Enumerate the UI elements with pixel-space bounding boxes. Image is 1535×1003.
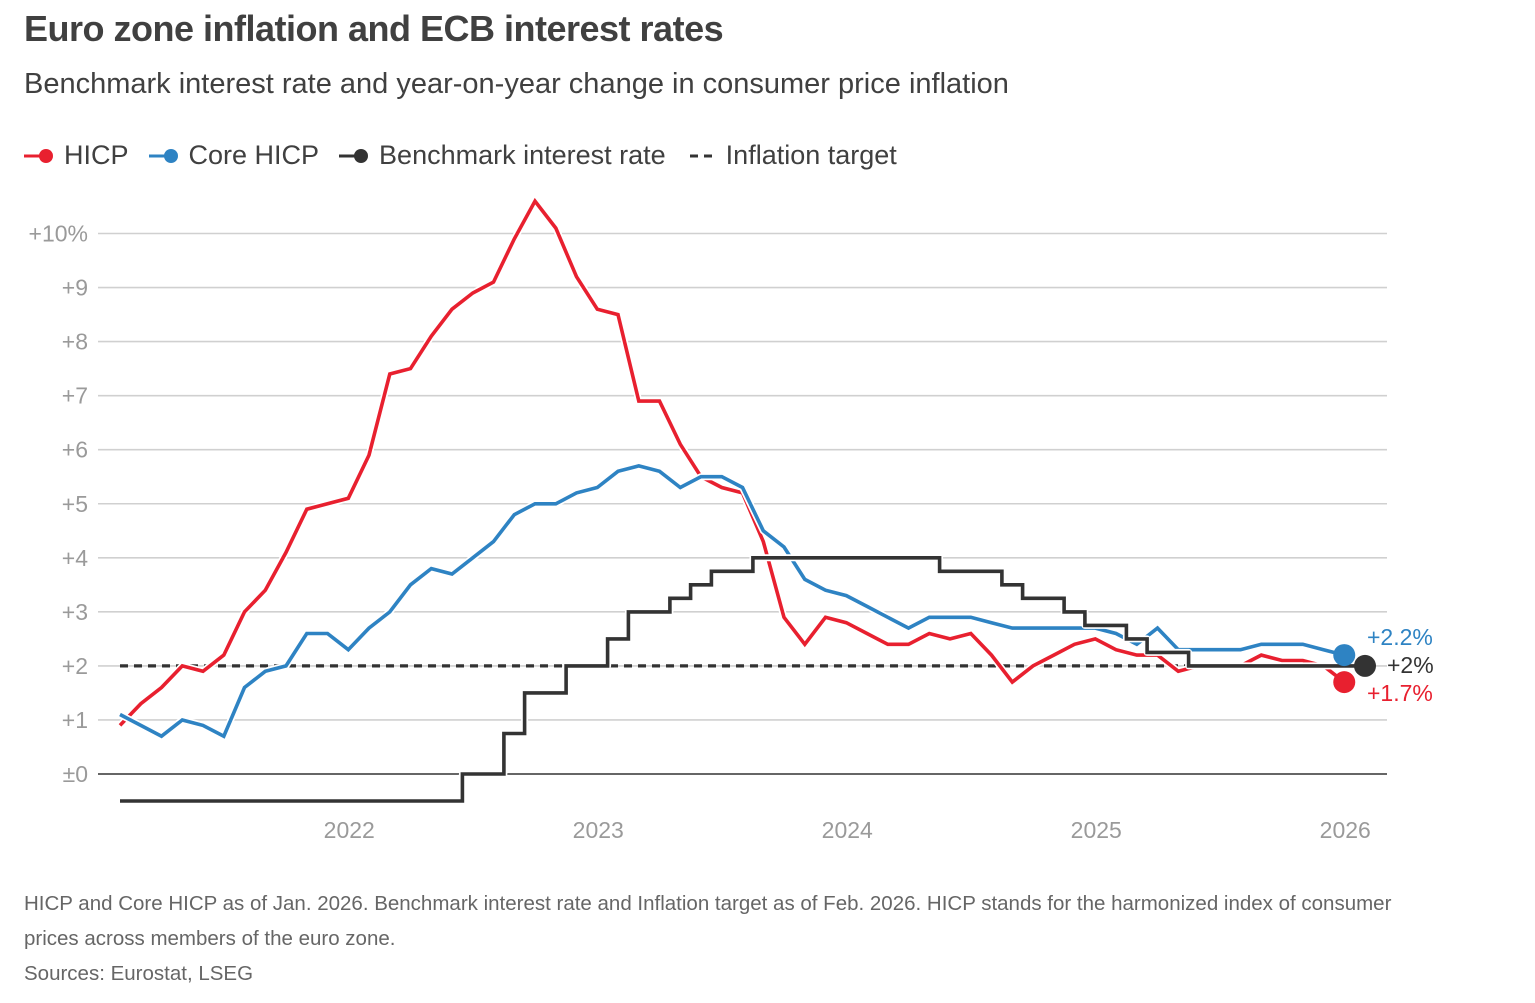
y-tick-label: +7: [62, 383, 88, 409]
y-tick-label: +2: [62, 653, 88, 679]
benchmark-rate-line: [120, 556, 1365, 803]
y-tick-label: +5: [62, 491, 88, 517]
x-tick-label: 2023: [573, 817, 624, 843]
y-tick-label: +4: [62, 545, 88, 571]
dashed-line-icon: [686, 146, 720, 166]
y-tick-label: +6: [62, 437, 88, 463]
hicp-end-dot: [1333, 671, 1356, 694]
core-hicp-line: [119, 464, 1345, 739]
x-axis-labels: 2022 2023 2024 2025 2026: [324, 817, 1371, 843]
x-tick-label: 2022: [324, 817, 375, 843]
hicp-line-halo: [117, 197, 1347, 728]
y-tick-label: +10%: [29, 221, 88, 247]
chart-title: Euro zone inflation and ECB interest rat…: [24, 8, 724, 49]
y-tick-label: ±0: [63, 761, 88, 787]
core-hicp-end-label: +2.2%: [1367, 624, 1433, 650]
hicp-line: [118, 197, 1346, 727]
legend-item-core-hicp: Core HICP: [148, 140, 320, 171]
end-markers: +2.2%+2%+1.7%: [1333, 624, 1434, 706]
sources: Sources: Eurostat, LSEG: [24, 962, 254, 985]
series-lines: [117, 197, 1365, 805]
footnote: HICP and Core HICP as of Jan. 2026. Benc…: [24, 892, 1392, 950]
hicp-end-label: +1.7%: [1367, 680, 1433, 706]
x-tick-label: 2024: [822, 817, 873, 843]
x-tick-label: 2025: [1071, 817, 1122, 843]
core-hicp-line-dot-icon: [148, 146, 183, 166]
gridlines: [98, 232, 1387, 775]
chart-subtitle: Benchmark interest rate and year-on-year…: [24, 68, 1009, 100]
core-hicp-end-dot: [1333, 644, 1356, 667]
legend-item-inflation-target: Inflation target: [686, 140, 897, 171]
core-hicp-line-halo: [118, 462, 1346, 740]
legend-item-benchmark-rate: Benchmark interest rate: [339, 140, 666, 171]
y-tick-label: +9: [62, 275, 88, 301]
benchmark-rate-line-dot-icon: [339, 146, 373, 166]
legend-label: Core HICP: [188, 140, 320, 170]
y-tick-label: +1: [62, 707, 88, 733]
y-tick-label: +8: [62, 329, 88, 355]
benchmark-rate-line-halo: [120, 554, 1365, 805]
legend: HICP Core HICP Benchmark interest rate I…: [24, 140, 917, 171]
y-axis-labels: ±0 +1 +2 +3 +4 +5 +6 +7 +8 +9 +10%: [29, 221, 89, 788]
legend-item-hicp: HICP: [24, 140, 129, 171]
legend-label: Benchmark interest rate: [379, 140, 666, 170]
y-tick-label: +3: [62, 599, 88, 625]
x-tick-label: 2026: [1320, 817, 1371, 843]
legend-label: HICP: [64, 140, 129, 170]
benchmark-rate-end-label: +2%: [1387, 652, 1434, 678]
hicp-line-dot-icon: [24, 146, 58, 166]
legend-label: Inflation target: [725, 140, 897, 170]
line-chart: ±0+1+2+3+4+5+6+7+8+9+10% 2022 2023 2024 202…: [29, 197, 1434, 843]
benchmark-rate-end-dot: [1354, 654, 1376, 677]
